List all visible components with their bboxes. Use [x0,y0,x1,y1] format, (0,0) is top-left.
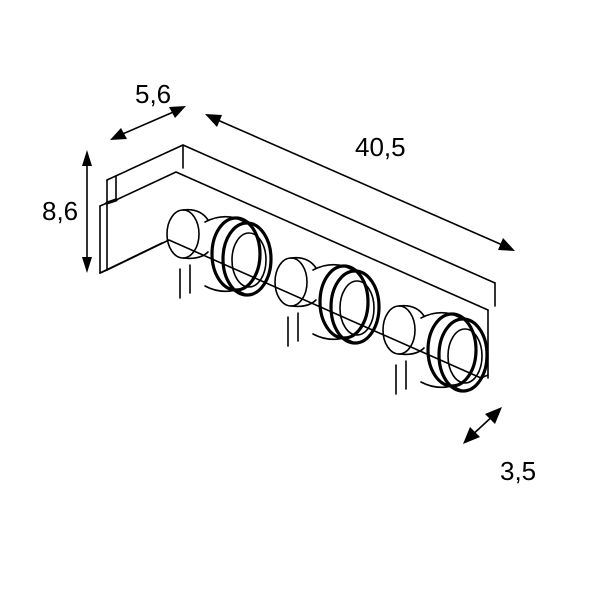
depth-label: 3,5 [500,456,536,486]
spot-head-1 [167,210,271,298]
height-label: 8,6 [42,196,78,226]
spot-head-2 [275,258,379,346]
width-label: 5,6 [135,79,171,109]
dimension-height: 8,6 [42,150,92,273]
dimension-drawing: 8,6 5,6 40,5 3,5 [0,0,600,600]
spot-head-3 [383,306,487,394]
dimension-length: 40,5 [205,114,515,251]
mounting-rail [100,145,495,378]
dimension-width: 5,6 [110,79,186,140]
dimension-depth: 3,5 [463,407,536,486]
length-label: 40,5 [355,132,406,162]
